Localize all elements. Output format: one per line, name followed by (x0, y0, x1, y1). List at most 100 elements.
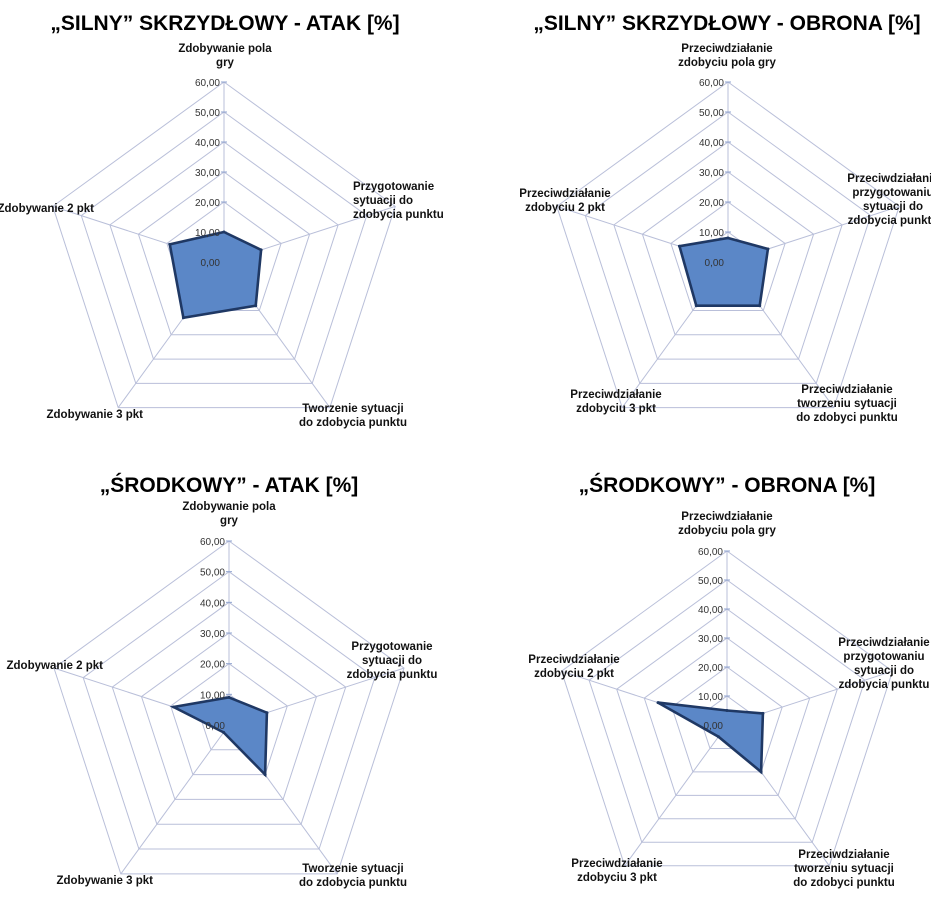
axis-label-line: Zdobywanie 2 pkt (7, 660, 104, 672)
axis-label-line: Przeciwdziałanie (681, 511, 772, 523)
data-point (168, 242, 172, 246)
data-point (227, 695, 231, 699)
data-point (656, 701, 660, 705)
data-point (222, 730, 226, 734)
radial-tick-label: 20,00 (698, 663, 723, 674)
radial-tick-label: 60,00 (698, 547, 723, 558)
data-point (265, 711, 269, 715)
radial-tick-label: 60,00 (200, 537, 225, 548)
data-series-area (677, 236, 770, 308)
radial-tick-label: 50,00 (698, 576, 723, 587)
axis-label: Zdobywanie pola gry (178, 43, 272, 69)
axis-label-line: sytuacji do (854, 665, 914, 677)
data-point (725, 709, 729, 712)
axis-label-line: zdobyciu 3 pkt (576, 403, 656, 415)
radial-tick-label: 40,00 (195, 138, 220, 149)
grid-spoke (624, 724, 728, 867)
radial-tick-label: 40,00 (200, 598, 225, 609)
chart-title: „SILNY” SKRZYDŁOWY - ATAK [%] (50, 12, 399, 35)
axis-label-line: sytuacji do (863, 201, 923, 213)
axis-label-line: Zdobywanie 2 pkt (0, 203, 94, 215)
axis-label: Przeciwdziałanie tworzeniu sytuacji do zdo… (796, 384, 898, 424)
axis-label-line: Zdobywanie pola (178, 43, 272, 55)
axis-label-line: Przygotowanie (353, 181, 434, 193)
axis-label-line: Przeciwdziałanie (570, 389, 661, 401)
axis-label: Zdobywanie 3 pkt (57, 875, 154, 887)
data-point (766, 247, 770, 251)
axis-label: Tworzenie sytuacji do zdobycia punktu (299, 403, 407, 429)
radial-tick-label: 50,00 (200, 568, 225, 579)
radial-tick-label: 30,00 (698, 634, 723, 645)
axis-label: Zdobywanie 2 pkt (0, 203, 94, 215)
data-point (172, 705, 176, 709)
chart-title: „ŚRODKOWY” - OBRONA [%] (579, 473, 876, 497)
data-point (222, 230, 226, 234)
radial-tick-label: 40,00 (699, 138, 724, 149)
radial-tick-label: 20,00 (200, 660, 225, 671)
radial-tick-label: 20,00 (699, 198, 724, 209)
axis-label: Przeciwdziałanie zdobyciu 3 pkt (571, 858, 662, 884)
axis-label-line: Przygotowanie (351, 641, 432, 653)
data-point (717, 735, 720, 739)
radar-chart-srodkowy-obrona: „ŚRODKOWY” - OBRONA [%] 0,00 10,00 20,00 30… (528, 473, 929, 889)
axis-label: Przeciwdziałanie zdobyciu 2 pkt (528, 654, 619, 680)
axis-label-line: Przeciwdziałanie (801, 384, 892, 396)
data-point (726, 236, 730, 240)
radial-tick-label: 60,00 (699, 78, 724, 89)
radial-tick-label: 50,00 (699, 108, 724, 119)
axis-label-line: do zdobyci punktu (793, 877, 895, 889)
axis-label-line: Zdobywanie 3 pkt (57, 875, 154, 887)
radial-tick-label: 40,00 (698, 605, 723, 616)
axis-label-line: do zdobycia punktu (299, 417, 407, 429)
data-series-area (169, 696, 269, 778)
axis-label-line: gry (220, 515, 239, 527)
data-series-area (168, 230, 263, 320)
axis-label-line: sytuacji do (362, 655, 422, 667)
radar-chart-srodkowy-atak: „ŚRODKOWY” - ATAK [%] 0,00 10,00 20,00 30,0… (7, 473, 438, 889)
axis-label-line: Tworzenie sytuacji (302, 403, 403, 415)
data-point (759, 770, 763, 774)
axis-label: Przeciwdziałanie zdobyciu 3 pkt (570, 389, 661, 415)
radial-tick-label: 10,00 (200, 690, 225, 701)
axis-label-line: Przeciwdziałanie (847, 173, 931, 185)
axis-label: Przeciwdziałanie przygotowaniu sytuacji do… (838, 637, 929, 691)
data-point (694, 304, 698, 308)
radial-tick-label: 50,00 (195, 108, 220, 119)
axis-label-line: zdobyciu 3 pkt (577, 872, 657, 884)
chart-title: „ŚRODKOWY” - ATAK [%] (100, 473, 359, 497)
axis-label: Przygotowanie sytuacji do zdobycia punktu (353, 181, 444, 221)
axis-label-line: zdobycia punktu (848, 215, 931, 227)
axis-label-line: zdobycia punktu (353, 209, 444, 221)
chart-title: „SILNY” SKRZYDŁOWY - OBRONA [%] (533, 12, 920, 35)
axis-label-line: Przeciwdziałanie (528, 654, 619, 666)
axis-label: Zdobywanie pola gry (182, 501, 276, 527)
axis-label-line: zdobycia punktu (347, 669, 438, 681)
data-series-area (657, 701, 765, 775)
axis-label-line: zdobyciu 2 pkt (525, 202, 605, 214)
axis-label-line: zdobyciu pola gry (678, 57, 776, 69)
axis-label-line: gry (216, 57, 235, 69)
radial-tick-label: 10,00 (699, 228, 724, 239)
axis-label: Zdobywanie 3 pkt (47, 409, 144, 421)
axis-label-line: Zdobywanie 3 pkt (47, 409, 144, 421)
data-point (263, 773, 267, 777)
axis-label-line: tworzeniu sytuacji (797, 398, 897, 410)
axis-label: Przygotowanie sytuacji do zdobycia punktu (347, 641, 438, 681)
data-point (254, 304, 258, 308)
radial-tick-label: 0,00 (705, 258, 725, 269)
radial-tick-label: 60,00 (195, 78, 220, 89)
radar-chart-silny-atak: „SILNY” SKRZYDŁOWY - ATAK [%] 0,00 10,00 2… (0, 12, 444, 429)
axis-label-line: Zdobywanie pola (182, 501, 276, 513)
axis-label-line: Przeciwdziałanie (798, 849, 889, 861)
axis-label: Przeciwdziałanie zdobyciu 2 pkt (519, 188, 610, 214)
axis-label-line: Tworzenie sytuacji (302, 863, 403, 875)
axis-label-line: Przeciwdziałanie (838, 637, 929, 649)
axis-label-line: Przeciwdziałanie (571, 858, 662, 870)
radar-chart-silny-obrona: „SILNY” SKRZYDŁOWY - OBRONA [%] 0,00 10,0… (519, 12, 931, 424)
radial-tick-label: 20,00 (195, 198, 220, 209)
axis-label: Przeciwdziałanie przygotowaniu sytuacji do… (847, 173, 931, 227)
axis-label-line: przygotowaniu (843, 651, 924, 663)
axis-label: Zdobywanie 2 pkt (7, 660, 104, 672)
axis-label-line: Przeciwdziałanie (681, 43, 772, 55)
